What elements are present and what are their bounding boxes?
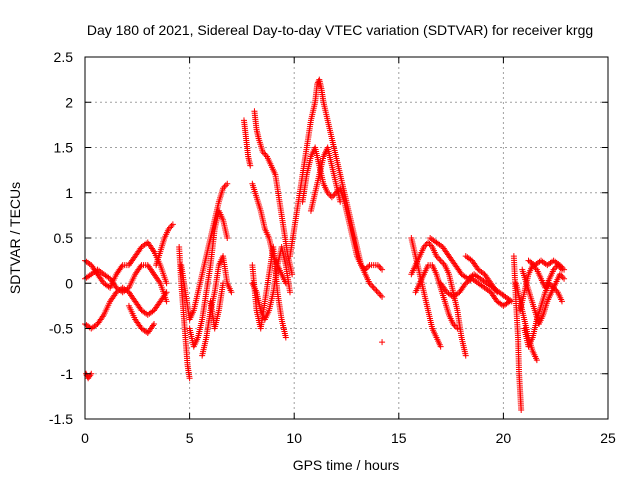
data-point	[228, 289, 235, 296]
data-point	[561, 275, 568, 282]
axis-ticks: 0 5 10 15 20 25 -1.5 -1 -0.5 0 0.5 1 1.5 2 2.5	[49, 49, 616, 446]
y-tick-label: 1	[65, 185, 73, 201]
data-point	[224, 180, 231, 187]
data-point	[561, 266, 568, 273]
x-tick-label: 10	[286, 430, 302, 446]
y-tick-label: -1.5	[49, 411, 73, 427]
x-tick-label: 25	[600, 430, 616, 446]
data-point	[439, 259, 446, 266]
data-point	[506, 298, 513, 305]
data-point	[287, 289, 294, 296]
data-point	[247, 162, 254, 169]
data-point	[186, 375, 193, 382]
data-point	[169, 221, 176, 228]
chart-title: Day 180 of 2021, Sidereal Day-to-day VTE…	[87, 22, 593, 38]
data-point	[437, 257, 444, 264]
data-point	[282, 334, 289, 341]
data-point	[163, 289, 170, 296]
data-point	[518, 406, 525, 413]
data-point	[328, 194, 335, 201]
data-point	[377, 265, 384, 272]
data-point	[373, 287, 380, 294]
x-tick-label: 5	[186, 430, 194, 446]
data-point	[289, 271, 296, 278]
data-point	[337, 198, 344, 205]
data-point	[168, 222, 175, 229]
data-point	[222, 182, 229, 189]
data-point	[533, 357, 540, 364]
data-point	[220, 280, 227, 287]
data-point	[224, 235, 231, 241]
data-point	[436, 256, 443, 263]
data-point	[379, 293, 386, 300]
data-point	[365, 263, 372, 270]
data-points	[82, 76, 568, 413]
y-axis-label: SDTVAR / TECUs	[7, 182, 23, 294]
data-point	[379, 339, 386, 346]
x-tick-label: 15	[391, 430, 407, 446]
data-point	[151, 320, 158, 327]
data-point	[494, 289, 501, 296]
data-point	[559, 274, 566, 281]
y-tick-label: -0.5	[49, 321, 73, 337]
y-tick-label: 0	[65, 275, 73, 291]
data-point	[377, 292, 384, 299]
x-tick-label: 0	[81, 430, 89, 446]
data-point	[163, 298, 170, 305]
data-point	[558, 298, 565, 305]
data-point	[372, 286, 379, 293]
data-point	[437, 343, 444, 350]
data-point	[369, 283, 376, 290]
y-tick-label: 2	[65, 94, 73, 110]
x-axis-label: GPS time / hours	[293, 457, 400, 473]
data-point	[454, 325, 461, 332]
x-tick-label: 20	[496, 430, 512, 446]
data-point	[163, 280, 170, 287]
data-point	[376, 263, 383, 270]
y-tick-label: 2.5	[54, 49, 74, 65]
y-tick-label: 1.5	[54, 140, 74, 156]
data-point	[376, 290, 383, 297]
data-point	[462, 352, 469, 359]
y-tick-label: 0.5	[54, 230, 74, 246]
data-point	[374, 289, 381, 296]
data-point	[282, 280, 289, 287]
y-tick-label: -1	[61, 366, 74, 382]
data-point	[330, 192, 337, 199]
data-point	[379, 266, 386, 273]
data-point	[370, 284, 377, 291]
